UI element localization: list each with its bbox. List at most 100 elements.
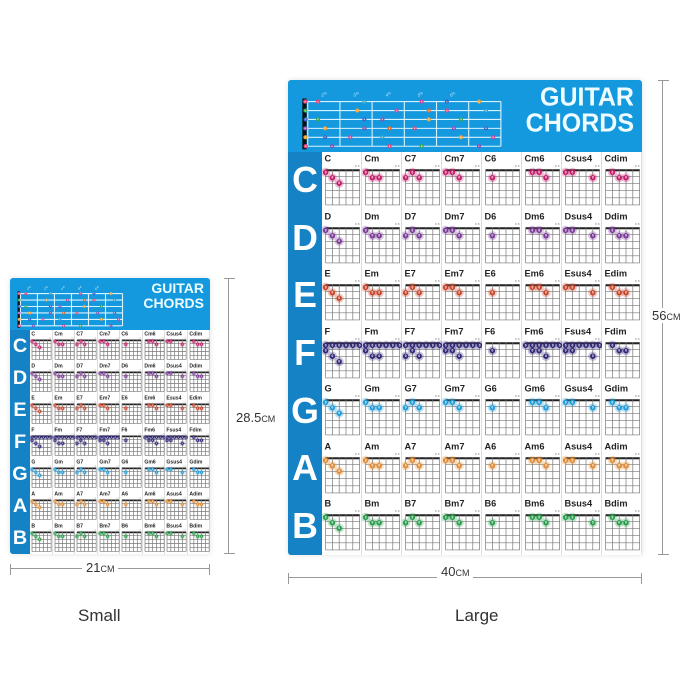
svg-text:F: F bbox=[19, 319, 20, 321]
svg-text:5th: 5th bbox=[418, 92, 423, 98]
svg-text:0: 0 bbox=[592, 291, 594, 295]
svg-text:0: 0 bbox=[418, 343, 420, 347]
svg-text:0: 0 bbox=[99, 405, 100, 407]
svg-text:Gdim: Gdim bbox=[189, 459, 203, 465]
svg-text:Bm6: Bm6 bbox=[144, 523, 155, 529]
svg-text:0: 0 bbox=[338, 411, 340, 415]
svg-text:D6: D6 bbox=[485, 211, 497, 221]
svg-text:Edim: Edim bbox=[189, 395, 202, 401]
svg-text:0: 0 bbox=[148, 341, 149, 343]
svg-text:0: 0 bbox=[325, 516, 327, 520]
svg-text:0: 0 bbox=[170, 341, 171, 343]
svg-text:0: 0 bbox=[458, 343, 460, 347]
svg-text:Cm: Cm bbox=[365, 154, 380, 164]
svg-text:Asus4: Asus4 bbox=[166, 491, 181, 497]
svg-text:Bm7: Bm7 bbox=[99, 523, 110, 529]
svg-text:0: 0 bbox=[65, 437, 66, 439]
svg-text:0: 0 bbox=[167, 440, 168, 442]
svg-text:Gm: Gm bbox=[365, 384, 380, 394]
svg-text:Bm: Bm bbox=[365, 499, 380, 509]
svg-text:x x: x x bbox=[555, 222, 560, 226]
svg-text:0: 0 bbox=[378, 291, 380, 295]
svg-text:0: 0 bbox=[80, 373, 81, 375]
svg-text:Adim: Adim bbox=[605, 442, 628, 452]
svg-text:Em7: Em7 bbox=[99, 395, 110, 401]
svg-text:0: 0 bbox=[625, 348, 627, 352]
svg-text:0: 0 bbox=[418, 233, 420, 237]
svg-text:0: 0 bbox=[559, 343, 561, 347]
svg-text:B7: B7 bbox=[405, 499, 417, 509]
svg-text:x x: x x bbox=[395, 222, 400, 226]
svg-text:x x: x x bbox=[555, 452, 560, 456]
svg-text:0: 0 bbox=[125, 472, 126, 474]
svg-text:0: 0 bbox=[39, 379, 40, 381]
svg-text:0: 0 bbox=[618, 291, 620, 295]
svg-text:0: 0 bbox=[103, 469, 104, 471]
svg-text:F6: F6 bbox=[485, 326, 496, 336]
svg-text:0: 0 bbox=[39, 475, 40, 477]
svg-text:0: 0 bbox=[167, 501, 168, 503]
svg-text:0: 0 bbox=[200, 536, 201, 538]
svg-text:0: 0 bbox=[39, 411, 40, 413]
svg-text:x x: x x bbox=[395, 279, 400, 283]
svg-text:0: 0 bbox=[84, 504, 85, 506]
svg-text:0: 0 bbox=[338, 469, 340, 473]
svg-text:0: 0 bbox=[338, 181, 340, 185]
svg-text:0: 0 bbox=[359, 343, 361, 347]
svg-text:0: 0 bbox=[155, 443, 156, 445]
svg-text:0: 0 bbox=[458, 291, 460, 295]
svg-text:0: 0 bbox=[182, 443, 183, 445]
svg-text:0: 0 bbox=[325, 170, 327, 174]
svg-text:x x: x x bbox=[515, 164, 520, 168]
svg-text:Ddim: Ddim bbox=[605, 211, 628, 221]
svg-text:F: F bbox=[80, 293, 81, 295]
svg-text:0: 0 bbox=[80, 405, 81, 407]
svg-text:x x: x x bbox=[475, 452, 480, 456]
svg-text:0: 0 bbox=[538, 401, 540, 405]
svg-text:0: 0 bbox=[58, 443, 59, 445]
svg-text:0: 0 bbox=[371, 354, 373, 358]
svg-text:0: 0 bbox=[599, 343, 601, 347]
svg-text:G7: G7 bbox=[405, 384, 417, 394]
svg-text:0: 0 bbox=[103, 373, 104, 375]
svg-text:0: 0 bbox=[538, 228, 540, 232]
svg-text:0: 0 bbox=[571, 285, 573, 289]
svg-text:0: 0 bbox=[62, 437, 63, 439]
svg-text:Cdim: Cdim bbox=[189, 331, 202, 337]
svg-text:0: 0 bbox=[439, 343, 441, 347]
svg-text:0: 0 bbox=[39, 507, 40, 509]
svg-text:0: 0 bbox=[545, 176, 547, 180]
svg-text:0: 0 bbox=[186, 437, 187, 439]
svg-text:0: 0 bbox=[96, 437, 97, 439]
svg-text:0: 0 bbox=[405, 406, 407, 410]
svg-text:0: 0 bbox=[552, 343, 554, 347]
svg-text:D: D bbox=[97, 312, 98, 314]
svg-text:0: 0 bbox=[331, 176, 333, 180]
svg-text:0: 0 bbox=[625, 291, 627, 295]
svg-text:0: 0 bbox=[32, 501, 33, 503]
svg-text:0: 0 bbox=[182, 472, 183, 474]
svg-text:0: 0 bbox=[371, 521, 373, 525]
svg-text:Dsus4: Dsus4 bbox=[565, 211, 594, 221]
svg-text:0: 0 bbox=[618, 464, 620, 468]
svg-text:0: 0 bbox=[365, 401, 367, 405]
svg-text:0: 0 bbox=[545, 233, 547, 237]
svg-text:x x: x x bbox=[635, 279, 640, 283]
svg-text:Cm6: Cm6 bbox=[525, 154, 545, 164]
svg-text:Cm7: Cm7 bbox=[99, 331, 110, 337]
svg-text:F: F bbox=[29, 319, 30, 321]
svg-text:0: 0 bbox=[411, 170, 413, 174]
svg-text:D: D bbox=[25, 306, 26, 308]
svg-text:G: G bbox=[325, 384, 332, 394]
svg-text:0: 0 bbox=[155, 376, 156, 378]
svg-text:0: 0 bbox=[54, 405, 55, 407]
svg-text:0: 0 bbox=[167, 373, 168, 375]
svg-text:0: 0 bbox=[611, 458, 613, 462]
svg-text:D7: D7 bbox=[76, 363, 83, 369]
svg-text:Em6: Em6 bbox=[525, 269, 544, 279]
svg-text:0: 0 bbox=[365, 170, 367, 174]
svg-text:0: 0 bbox=[182, 437, 183, 439]
svg-text:0: 0 bbox=[107, 344, 108, 346]
svg-text:x x: x x bbox=[595, 394, 600, 398]
svg-text:0: 0 bbox=[418, 354, 420, 358]
